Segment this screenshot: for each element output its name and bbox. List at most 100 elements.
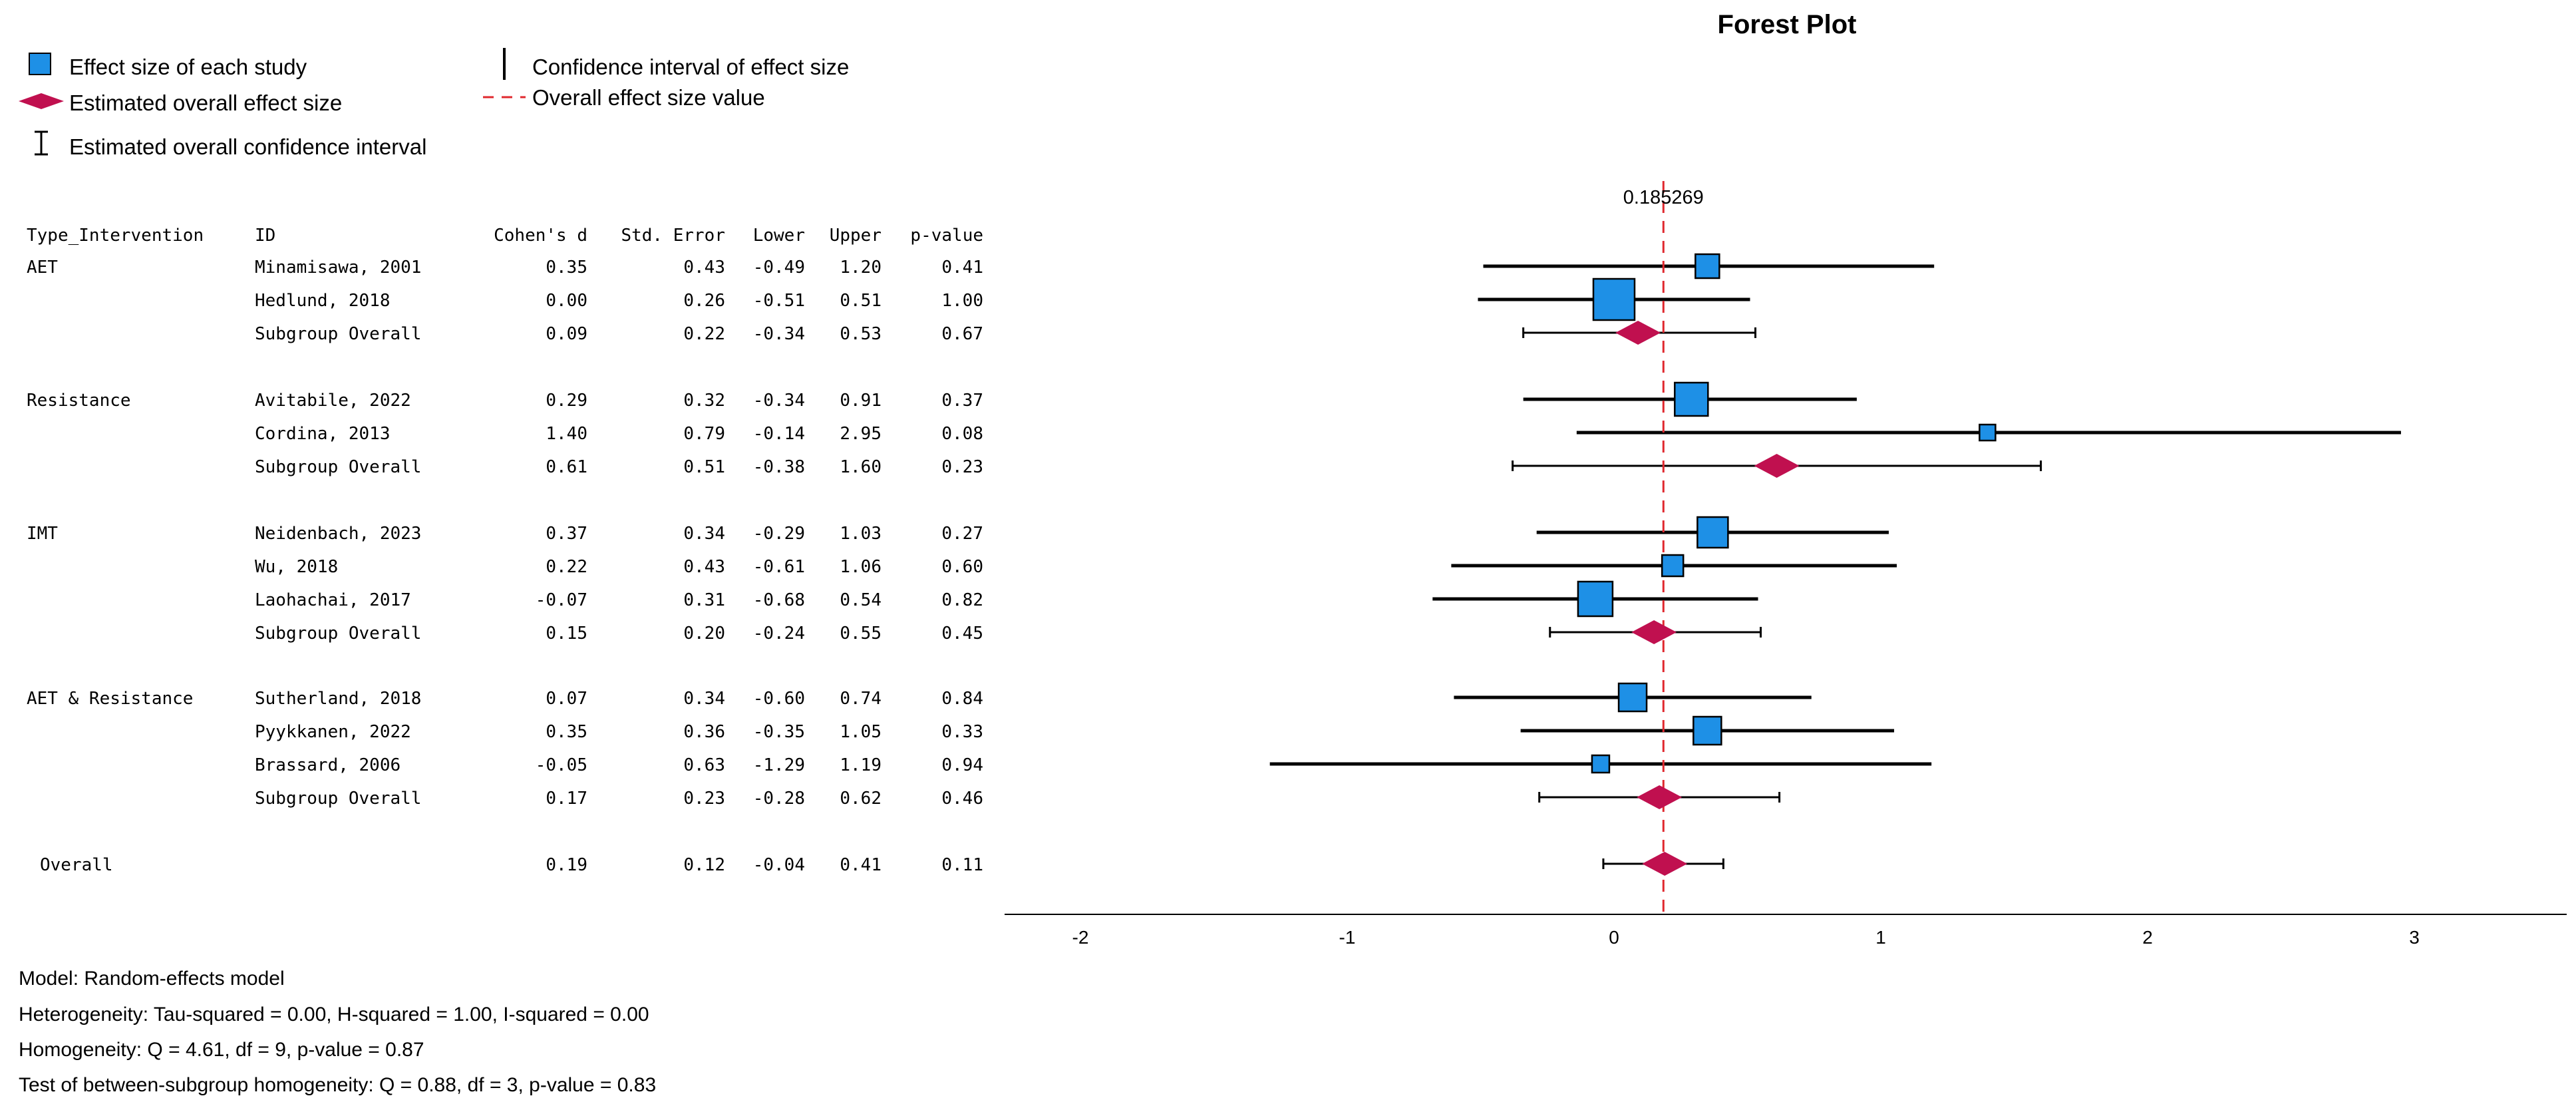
cell-id: Brassard, 2006 bbox=[255, 755, 401, 775]
table-row: Subgroup Overall 0.09 0.22 -0.34 0.53 0.67 bbox=[255, 324, 983, 344]
cell-upper: 0.62 bbox=[840, 789, 882, 809]
cell-cohens-d: 0.35 bbox=[546, 722, 587, 742]
cell-std-error: 0.20 bbox=[683, 624, 725, 644]
col-header-p: p-value bbox=[910, 226, 983, 246]
x-tick-label: -2 bbox=[1072, 927, 1089, 948]
overall-effect-value-label: 0.185269 bbox=[1623, 187, 1704, 208]
cell-std-error: 0.23 bbox=[683, 789, 725, 809]
x-tick-label: 1 bbox=[1875, 927, 1886, 948]
cell-cohens-d: 0.17 bbox=[546, 789, 587, 809]
table-row: Wu, 2018 0.22 0.43 -0.61 1.06 0.60 bbox=[255, 557, 983, 577]
cell-lower: -0.24 bbox=[753, 624, 805, 644]
cell-cohens-d: 0.29 bbox=[546, 391, 587, 411]
cell-p-value: 0.84 bbox=[941, 689, 983, 709]
cell-p-value: 0.46 bbox=[941, 789, 983, 809]
cell-lower: -0.51 bbox=[753, 291, 805, 311]
subgroup-effect-diamond bbox=[1615, 321, 1661, 345]
study-effect-marker bbox=[1674, 381, 1709, 417]
footnotes: Model: Random-effects model Heterogeneit… bbox=[19, 968, 656, 1096]
legend-study-effect-label: Effect size of each study bbox=[69, 55, 307, 79]
table-row: AET Minamisawa, 2001 0.35 0.43 -0.49 1.20 0.41 bbox=[27, 258, 983, 278]
cell-std-error: 0.63 bbox=[683, 755, 725, 775]
cell-p-value: 0.08 bbox=[941, 424, 983, 444]
cell-std-error: 0.31 bbox=[683, 590, 725, 610]
cell-group: Resistance bbox=[27, 391, 131, 411]
cell-upper: 1.19 bbox=[840, 755, 882, 775]
cell-cohens-d: -0.07 bbox=[536, 590, 587, 610]
subgroup-effect-diamond bbox=[1754, 454, 1800, 478]
table-body: AET Minamisawa, 2001 0.35 0.43 -0.49 1.20 0.41… bbox=[27, 258, 983, 875]
table-row: Pyykkanen, 2022 0.35 0.36 -0.35 1.05 0.33 bbox=[255, 722, 983, 742]
cell-id: Avitabile, 2022 bbox=[255, 391, 411, 411]
legend-ci-bar-marker bbox=[35, 130, 48, 156]
cell-id: Subgroup Overall bbox=[255, 457, 421, 477]
cell-std-error: 0.12 bbox=[683, 855, 725, 875]
legend-study-ci-label: Confidence interval of effect size bbox=[532, 55, 849, 79]
study-effect-marker bbox=[1979, 423, 1997, 442]
col-header-se: Std. Error bbox=[621, 226, 725, 246]
cell-id: Cordina, 2013 bbox=[255, 424, 391, 444]
cell-cohens-d: 0.00 bbox=[546, 291, 587, 311]
cell-upper: 1.60 bbox=[840, 457, 882, 477]
cell-cohens-d: 0.35 bbox=[546, 258, 587, 278]
x-tick-label: 2 bbox=[2142, 927, 2153, 948]
cell-p-value: 0.37 bbox=[941, 391, 983, 411]
table-row: Laohachai, 2017 -0.07 0.31 -0.68 0.54 0.82 bbox=[255, 590, 983, 610]
study-effect-marker bbox=[1661, 554, 1685, 578]
cell-lower: -0.29 bbox=[753, 524, 805, 544]
cell-std-error: 0.34 bbox=[683, 524, 725, 544]
cell-std-error: 0.34 bbox=[683, 689, 725, 709]
col-header-lower: Lower bbox=[753, 226, 805, 246]
cell-upper: 0.41 bbox=[840, 855, 882, 875]
legend-overall-effect-label: Estimated overall effect size bbox=[69, 91, 342, 115]
cell-upper: 0.54 bbox=[840, 590, 882, 610]
cell-lower: -0.34 bbox=[753, 324, 805, 344]
x-axis-ticks: -2 -1 0 1 2 3 bbox=[1072, 927, 2420, 948]
study-effect-marker bbox=[1694, 253, 1720, 279]
col-header-type: Type_Intervention bbox=[27, 226, 204, 246]
cell-lower: -0.28 bbox=[753, 789, 805, 809]
cell-p-value: 0.45 bbox=[941, 624, 983, 644]
cell-group: IMT bbox=[27, 524, 58, 544]
cell-p-value: 0.33 bbox=[941, 722, 983, 742]
cell-cohens-d: 1.40 bbox=[546, 424, 587, 444]
cell-p-value: 1.00 bbox=[941, 291, 983, 311]
cell-p-value: 0.23 bbox=[941, 457, 983, 477]
cell-id: Subgroup Overall bbox=[255, 789, 421, 809]
cell-lower: -0.60 bbox=[753, 689, 805, 709]
footnote-model: Model: Random-effects model bbox=[19, 968, 285, 990]
cell-lower: -0.35 bbox=[753, 722, 805, 742]
cell-std-error: 0.26 bbox=[683, 291, 725, 311]
subgroup-effect-diamond bbox=[1631, 620, 1677, 644]
study-effect-marker bbox=[1577, 580, 1614, 618]
cell-cohens-d: 0.61 bbox=[546, 457, 587, 477]
cell-lower: -0.38 bbox=[753, 457, 805, 477]
cell-upper: 1.06 bbox=[840, 557, 882, 577]
table-row: Subgroup Overall 0.61 0.51 -0.38 1.60 0.23 bbox=[255, 457, 983, 477]
cell-id: Pyykkanen, 2022 bbox=[255, 722, 411, 742]
cell-std-error: 0.43 bbox=[683, 258, 725, 278]
cell-upper: 0.55 bbox=[840, 624, 882, 644]
cell-group: Overall bbox=[40, 855, 113, 875]
cell-group: AET & Resistance bbox=[27, 689, 193, 709]
study-effect-marker bbox=[1591, 754, 1611, 774]
cell-p-value: 0.27 bbox=[941, 524, 983, 544]
x-tick-label: 0 bbox=[1609, 927, 1619, 948]
table-row: Overall 0.19 0.12 -0.04 0.41 0.11 bbox=[40, 855, 983, 875]
cell-p-value: 0.94 bbox=[941, 755, 983, 775]
table-row: Subgroup Overall 0.17 0.23 -0.28 0.62 0.46 bbox=[255, 789, 983, 809]
cell-id: Subgroup Overall bbox=[255, 624, 421, 644]
cell-id: Minamisawa, 2001 bbox=[255, 258, 421, 278]
table-header: Type_Intervention ID Cohen's d Std. Erro… bbox=[27, 226, 983, 246]
overall-effect-diamond bbox=[1642, 852, 1688, 876]
study-effect-marker bbox=[1592, 278, 1636, 321]
table-row: Resistance Avitabile, 2022 0.29 0.32 -0.34 0.… bbox=[27, 391, 983, 411]
col-header-id: ID bbox=[255, 226, 275, 246]
cell-upper: 0.53 bbox=[840, 324, 882, 344]
footnote-between-subgroup: Test of between-subgroup homogeneity: Q … bbox=[19, 1074, 656, 1096]
subgroup-effect-diamond bbox=[1637, 785, 1683, 809]
cell-std-error: 0.36 bbox=[683, 722, 725, 742]
cell-id: Sutherland, 2018 bbox=[255, 689, 421, 709]
x-tick-label: 3 bbox=[2409, 927, 2420, 948]
